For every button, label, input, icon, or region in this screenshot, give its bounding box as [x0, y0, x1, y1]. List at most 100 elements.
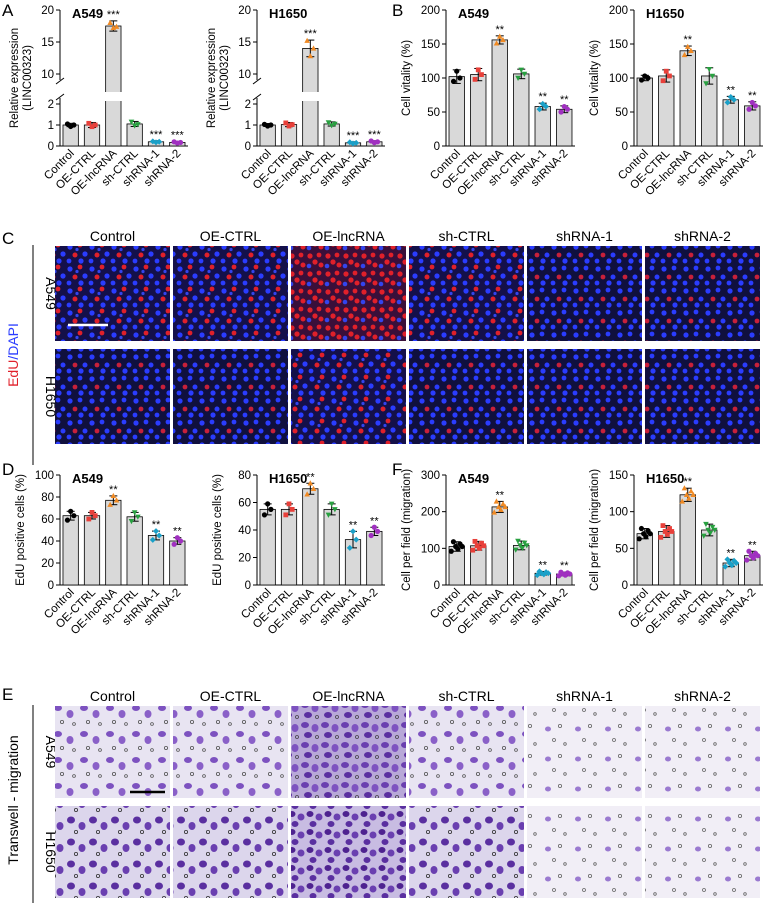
y-tick-label: 15	[41, 37, 54, 49]
micrograph	[645, 349, 760, 444]
data-point	[325, 512, 332, 518]
data-point	[730, 96, 737, 103]
y-tick-label: 60	[238, 498, 251, 510]
data-point	[64, 517, 71, 523]
chart-title: A549	[72, 6, 103, 21]
data-point	[500, 36, 506, 43]
bar	[679, 50, 696, 147]
chart-title: H1650	[269, 471, 307, 486]
data-point	[643, 534, 649, 540]
panel-letter-d: D	[2, 460, 14, 479]
bar	[658, 75, 675, 147]
y-tick-label: 50	[427, 107, 440, 119]
y-tick-label: 10	[238, 69, 251, 81]
chart-title: H1650	[646, 6, 684, 21]
micrograph	[409, 806, 524, 898]
bar	[722, 99, 739, 147]
data-point	[728, 562, 735, 569]
data-point	[128, 119, 135, 125]
data-point	[86, 120, 92, 126]
panel-letter-b: B	[392, 1, 403, 20]
micrograph	[409, 349, 524, 444]
data-point	[746, 106, 752, 112]
data-point	[353, 536, 360, 543]
y-tick-label: 50	[615, 107, 628, 119]
data-point	[688, 47, 694, 53]
data-point	[703, 81, 709, 87]
bar	[366, 530, 383, 586]
column-label: sh-CTRL	[438, 228, 494, 244]
significance-label: **	[538, 91, 547, 103]
data-point	[567, 571, 573, 577]
data-point	[472, 538, 478, 544]
y-tick-label: 40	[238, 525, 251, 537]
data-point	[500, 500, 506, 507]
chart-title: A549	[458, 6, 489, 21]
data-point	[724, 99, 731, 106]
y-tick-label: 10	[41, 69, 54, 81]
data-point	[515, 538, 521, 544]
data-point	[667, 73, 672, 79]
data-point	[667, 526, 672, 531]
y-axis-label: Relative expression	[206, 28, 218, 128]
data-point	[493, 498, 500, 504]
y-tick-label: 80	[41, 492, 54, 504]
micrograph	[527, 806, 642, 898]
data-point	[662, 529, 668, 534]
significance-label: **	[560, 94, 569, 106]
data-point	[669, 529, 675, 534]
micrograph	[527, 706, 642, 798]
data-point	[495, 503, 502, 510]
data-point	[450, 78, 457, 84]
significance-label: **	[683, 34, 692, 46]
data-point	[536, 106, 543, 113]
data-point	[493, 40, 500, 46]
micrograph	[173, 806, 288, 898]
data-point	[283, 512, 289, 518]
data-point	[304, 37, 310, 43]
data-point	[690, 491, 697, 497]
significance-label: **	[495, 24, 504, 36]
data-point	[638, 525, 645, 532]
data-point	[113, 23, 120, 29]
data-point	[286, 501, 292, 507]
y-axis-break-mark	[55, 77, 65, 85]
data-point	[475, 67, 481, 73]
data-point	[496, 33, 503, 39]
data-point	[171, 541, 177, 547]
bar-break-gap	[104, 92, 123, 101]
data-point	[705, 527, 711, 533]
data-point	[110, 492, 117, 499]
data-point	[131, 123, 138, 129]
chart-a-a549: 0 1 2 10 15 20 *** *** *** A549 Relative expressio…	[9, 5, 188, 198]
data-point	[86, 516, 92, 522]
data-point	[135, 514, 141, 520]
data-point	[660, 523, 666, 528]
significance-label: **	[726, 84, 735, 96]
column-label: OE-lncRNA	[312, 228, 385, 244]
micrograph	[55, 349, 170, 444]
data-point	[645, 75, 651, 81]
bar	[556, 108, 573, 147]
data-point	[746, 548, 752, 554]
data-point	[709, 73, 716, 79]
micrograph	[645, 806, 760, 898]
data-point	[71, 122, 77, 128]
significance-label: **	[349, 519, 358, 531]
data-point	[265, 501, 271, 507]
data-point	[681, 485, 688, 491]
data-point	[448, 548, 454, 554]
significance-label: ***	[347, 130, 361, 142]
micrograph	[173, 246, 288, 341]
bar	[534, 106, 551, 147]
column-label: shRNA-1	[556, 688, 613, 704]
column-label: shRNA-2	[674, 688, 731, 704]
y-tick-label: 0	[48, 580, 54, 592]
significance-label: ***	[368, 129, 382, 141]
y-tick-label: 0	[622, 580, 628, 592]
data-point	[268, 122, 274, 128]
significance-label: **	[495, 489, 504, 501]
bar	[470, 74, 487, 147]
data-point	[457, 75, 463, 81]
y-tick-label: 150	[421, 39, 440, 51]
